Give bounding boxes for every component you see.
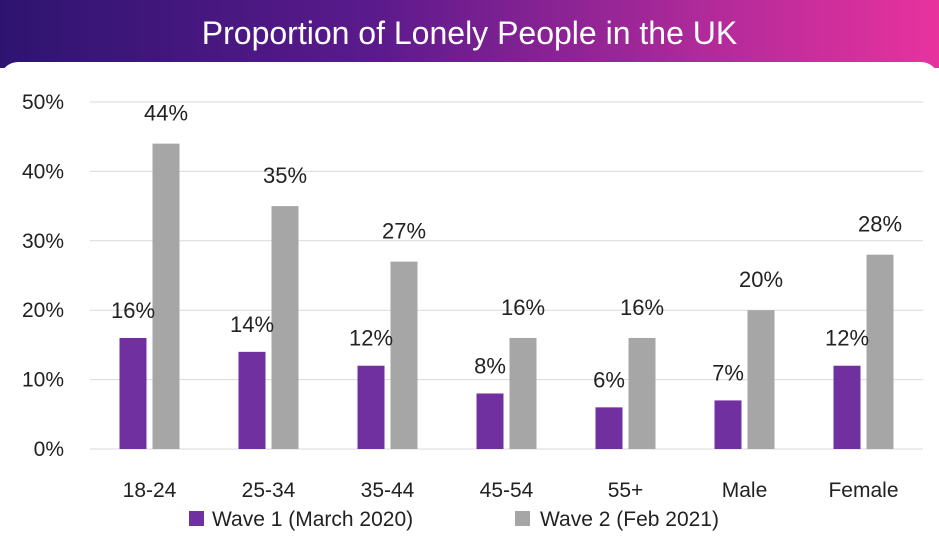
wave1-bar [238, 351, 266, 449]
wave2-bar [866, 254, 894, 449]
wave2-data-label: 16% [620, 295, 664, 320]
wave1-bar [476, 393, 504, 449]
x-axis-ticks: 18-24 25-34 35-44 45-54 55+ Male Female [123, 479, 899, 502]
wave2-data-label: 35% [263, 163, 307, 188]
y-axis-ticks: 0% 10% 20% 30% 40% 50% [22, 91, 64, 461]
wave1-bar [714, 400, 742, 449]
x-tick-label: 55+ [608, 479, 644, 502]
wave1-legend-label: Wave 1 (March 2020) [212, 508, 413, 531]
x-tick-label: Female [828, 479, 898, 502]
y-tick-label: 0% [34, 438, 64, 461]
wave1-data-label: 12% [825, 326, 869, 351]
x-tick-label: Male [722, 479, 768, 502]
wave2-data-label: 27% [382, 219, 426, 244]
wave2-bar [152, 143, 180, 449]
wave2-bar [509, 337, 537, 449]
wave1-bar [357, 365, 385, 449]
wave1-bar [595, 407, 623, 449]
x-tick-label: 25-34 [242, 479, 296, 502]
y-tick-label: 40% [22, 160, 64, 183]
wave1-data-label: 8% [474, 353, 506, 378]
wave2-bar [628, 337, 656, 449]
wave2-bar [271, 206, 299, 449]
wave1-data-label: 16% [111, 298, 155, 323]
wave2-data-label: 44% [144, 101, 188, 126]
y-tick-label: 30% [22, 230, 64, 253]
wave1-data-label: 14% [230, 312, 274, 337]
wave2-bar [747, 310, 775, 449]
x-tick-label: 45-54 [480, 479, 534, 502]
wave1-bar [119, 337, 147, 449]
wave1-data-label: 7% [712, 360, 744, 385]
x-tick-label: 35-44 [361, 479, 415, 502]
wave2-data-label: 20% [739, 267, 783, 292]
y-tick-label: 20% [22, 299, 64, 322]
bars [119, 143, 894, 449]
wave1-data-label: 12% [349, 326, 393, 351]
chart-title: Proportion of Lonely People in the UK [201, 15, 738, 51]
x-tick-label: 18-24 [123, 479, 177, 502]
y-tick-label: 50% [22, 91, 64, 114]
wave1-data-label: 6% [593, 367, 625, 392]
wave1-bar [833, 365, 861, 449]
wave2-data-label: 16% [501, 295, 545, 320]
wave2-legend-label: Wave 2 (Feb 2021) [540, 508, 719, 531]
gridlines [90, 101, 923, 450]
wave2-data-label: 28% [858, 212, 902, 237]
legend: Wave 1 (March 2020) Wave 2 (Feb 2021) [189, 508, 719, 531]
wave2-legend-swatch [515, 511, 530, 526]
title-banner [0, 0, 939, 68]
y-tick-label: 10% [22, 369, 64, 392]
data-labels: 16% 44% 14% 35% 12% 27% 8% 16% 6% 16% 7% 20% 12% 28% [111, 101, 902, 393]
wave2-bar [390, 261, 418, 449]
wave1-legend-swatch [189, 511, 204, 526]
